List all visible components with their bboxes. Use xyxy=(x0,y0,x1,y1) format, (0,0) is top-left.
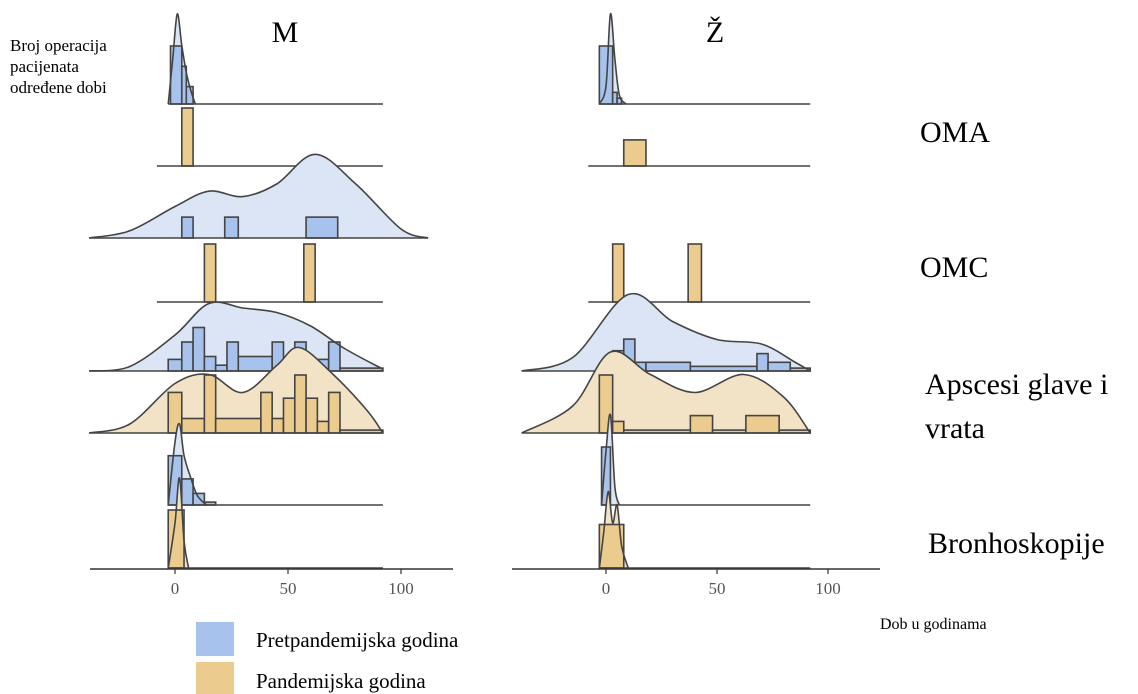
histogram-bar-pan xyxy=(260,391,273,434)
histogram-bar-pan xyxy=(271,417,285,434)
density-line-pan xyxy=(521,350,811,434)
x-axis-m: 0 50 100 xyxy=(90,568,453,598)
legend-swatch-pandemijska xyxy=(196,662,234,694)
histogram-bar-pre xyxy=(756,352,769,372)
x-axis-label: Dob u godinama xyxy=(880,616,987,633)
row-0-pre-z xyxy=(598,13,811,105)
x-tick-label: 100 xyxy=(388,579,414,598)
row-2-pan-z xyxy=(521,350,812,434)
row-1-pan-z xyxy=(588,243,811,303)
histogram-bar-pan xyxy=(611,243,625,303)
row-0-pan-z xyxy=(588,139,811,167)
histogram-bar-pre xyxy=(169,45,183,105)
histogram-bar-pre xyxy=(226,341,240,372)
histogram-bar-pre xyxy=(203,355,217,372)
histogram-bar-pre xyxy=(305,216,339,239)
y-axis-label: Broj operacija pacijenata određene dobi xyxy=(10,36,107,97)
histogram-bar-pan xyxy=(622,139,647,167)
density-line-pan xyxy=(167,477,190,569)
density-area-pre xyxy=(89,154,429,238)
density-line-pre xyxy=(167,13,197,105)
panels-layer: 0 50 100 0 50 100 xyxy=(88,13,880,598)
row-2-pre-m xyxy=(89,301,384,372)
histogram-bar-pan xyxy=(303,243,316,303)
x-tick-label: 0 xyxy=(602,579,611,598)
histogram-bar-pan xyxy=(327,391,341,434)
row-0-pre-m xyxy=(167,13,383,105)
legend-swatch-pretpandemijska xyxy=(196,622,234,656)
histogram-bar-pre xyxy=(327,341,341,372)
panel-title-z: Ž xyxy=(706,16,724,49)
histogram-bar-pre xyxy=(167,358,183,372)
histogram-bar-pre xyxy=(645,361,692,372)
histogram-bar-pan xyxy=(687,243,703,303)
density-line-pre xyxy=(598,13,627,105)
y-axis-label-line: pacijenata xyxy=(10,57,79,76)
density-line-pre xyxy=(521,292,811,372)
histogram-bar-pre xyxy=(180,478,194,506)
row-3-pan-z xyxy=(598,490,811,569)
histogram-bar-pan xyxy=(611,420,625,434)
row-2-pre-z xyxy=(521,292,812,372)
histogram-bar-pre xyxy=(237,355,273,372)
legend-label-pretpandemijska: Pretpandemijska godina xyxy=(256,628,459,652)
histogram-bar-pan xyxy=(180,417,206,434)
row-1-pan-m xyxy=(156,243,383,303)
row-0-pan-m xyxy=(156,107,383,167)
y-axis-label-line: Broj operacija xyxy=(10,36,107,55)
y-axis-label-line: određene dobi xyxy=(10,78,107,97)
row-label: OMC xyxy=(920,251,988,284)
row-1-pre-m xyxy=(88,153,429,239)
histogram-bar-pan xyxy=(689,414,714,434)
row-2-pan-m xyxy=(88,346,384,434)
legend-label-pandemijska: Pandemijska godina xyxy=(256,669,426,693)
row-label: Apscesi glave i xyxy=(925,368,1108,401)
row-label: OMA xyxy=(920,116,990,149)
density-area-pre xyxy=(521,293,811,371)
histogram-bar-pan xyxy=(214,417,262,434)
histogram-bar-pan xyxy=(316,420,330,434)
x-axis-z: 0 50 100 xyxy=(512,568,880,598)
density-area-pan xyxy=(521,351,811,433)
density-line-pre xyxy=(89,301,384,372)
histogram-bar-pre xyxy=(192,492,206,506)
row-3-pre-m xyxy=(167,422,383,506)
density-line-pan xyxy=(598,490,629,569)
density-line-pre xyxy=(88,153,429,239)
density-line-pre xyxy=(167,422,208,506)
density-line-pre xyxy=(600,413,621,506)
histogram-bar-pre xyxy=(598,45,614,105)
row-label: Bronhoskopije xyxy=(928,527,1105,560)
histogram-bar-pre xyxy=(180,216,194,239)
row-label: vrata xyxy=(925,412,985,445)
histogram-bar-pan xyxy=(203,243,217,303)
histogram-bar-pan xyxy=(745,414,780,434)
row-3-pan-m xyxy=(167,477,383,569)
x-tick-label: 100 xyxy=(815,579,841,598)
histogram-bar-pre xyxy=(214,364,228,372)
panel-title-m: M xyxy=(272,16,299,49)
x-tick-label: 0 xyxy=(171,579,180,598)
density-line-pan xyxy=(88,346,384,434)
histogram-bar-pan xyxy=(180,107,194,167)
histogram-bar-pan xyxy=(293,374,307,434)
histogram-bar-pre xyxy=(223,216,240,239)
histogram-bar-pan xyxy=(203,374,217,434)
histogram-bar-pan xyxy=(305,397,319,434)
x-tick-label: 50 xyxy=(709,579,726,598)
legend: Pretpandemijska godina Pandemijska godin… xyxy=(196,622,459,694)
histogram-bar-pre xyxy=(192,326,206,372)
x-tick-label: 50 xyxy=(280,579,297,598)
row-labels: OMA OMC Apscesi glave i vrata Bronhoskopije xyxy=(920,116,1108,560)
histogram-bar-pre xyxy=(767,361,792,372)
histogram-bar-pan xyxy=(282,397,296,434)
histogram-bar-pre xyxy=(180,341,194,372)
